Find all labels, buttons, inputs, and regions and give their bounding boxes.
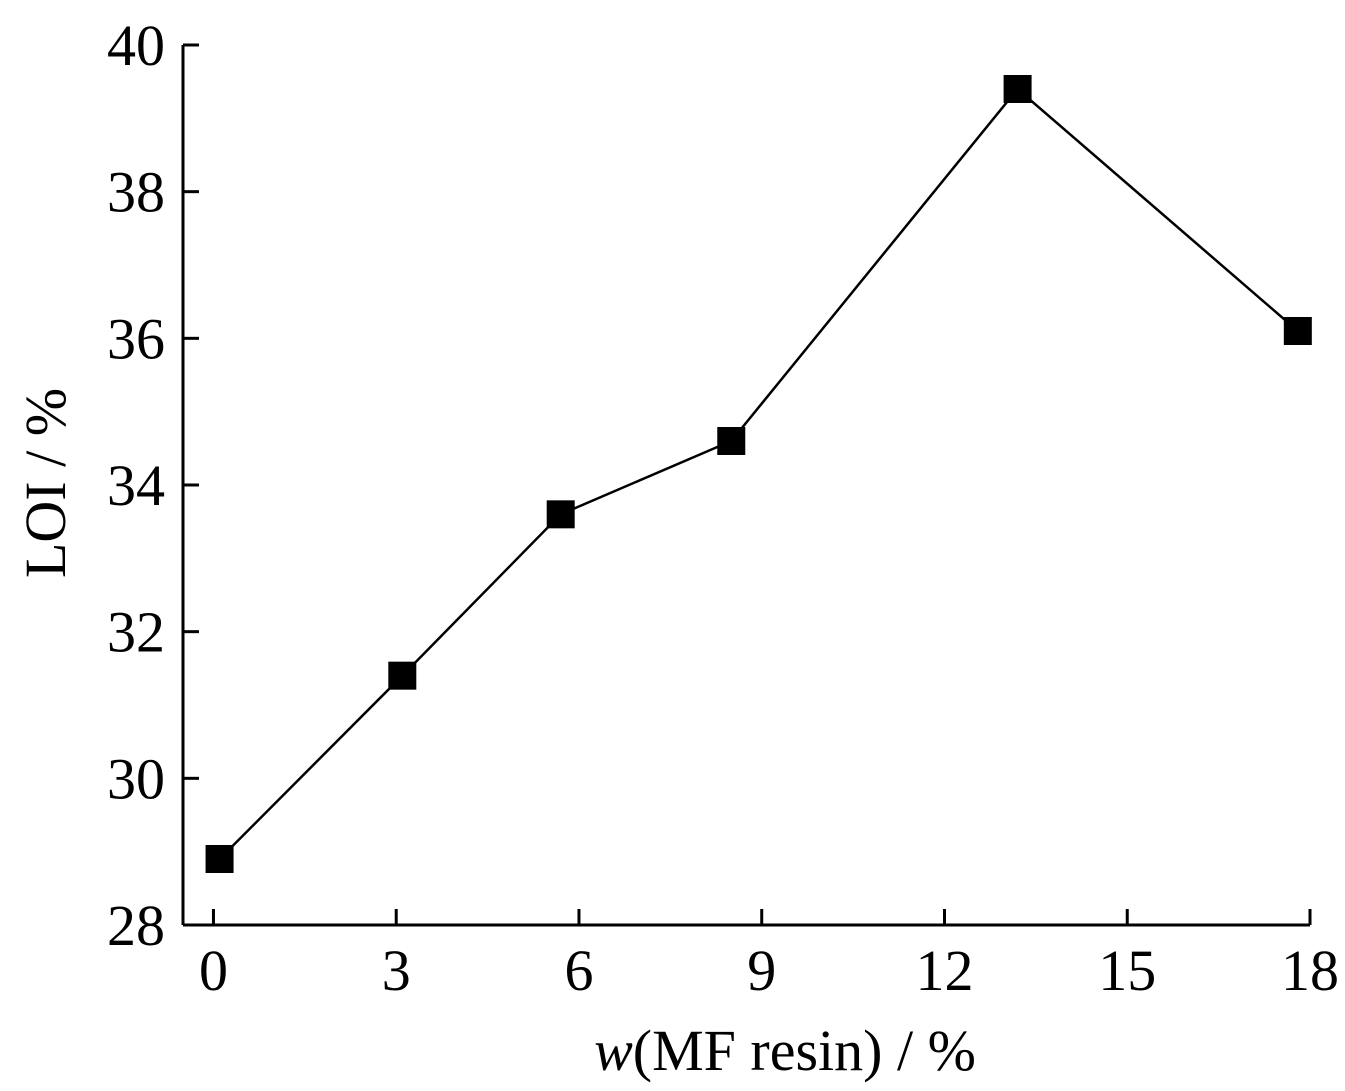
data-point	[546, 500, 575, 529]
y-tick-label: 28	[107, 893, 165, 958]
series	[205, 75, 1312, 873]
data-point	[1283, 317, 1312, 345]
data-point	[388, 661, 417, 690]
y-ticks: 28 30 32 34 36 38 40	[107, 13, 199, 958]
x-ticks: 0 3 6 9 12 15 18	[199, 909, 1339, 1003]
y-tick-label: 38	[107, 160, 165, 225]
x-axis-label-unit: (MF resin) / %	[633, 1018, 976, 1083]
y-tick-label: 30	[107, 746, 165, 811]
data-point	[205, 845, 234, 873]
x-axis-label: w(MF resin) / %	[594, 1018, 976, 1083]
x-tick-label: 12	[915, 938, 973, 1003]
y-tick-label: 32	[107, 600, 165, 665]
data-point	[717, 427, 746, 455]
x-tick-label: 18	[1281, 938, 1339, 1003]
x-tick-label: 6	[564, 938, 593, 1003]
axes	[181, 45, 1310, 927]
series-line	[218, 87, 1299, 860]
x-tick-label: 9	[747, 938, 776, 1003]
y-axis-label: LOI / %	[13, 388, 78, 578]
x-tick-label: 3	[382, 938, 411, 1003]
x-axis-label-variable: w	[594, 1018, 633, 1083]
x-tick-label: 15	[1098, 938, 1156, 1003]
y-tick-label: 34	[107, 453, 165, 518]
y-tick-label: 36	[107, 306, 165, 371]
y-tick-label: 40	[107, 13, 165, 78]
x-tick-label: 0	[199, 938, 228, 1003]
data-point	[1003, 75, 1032, 103]
